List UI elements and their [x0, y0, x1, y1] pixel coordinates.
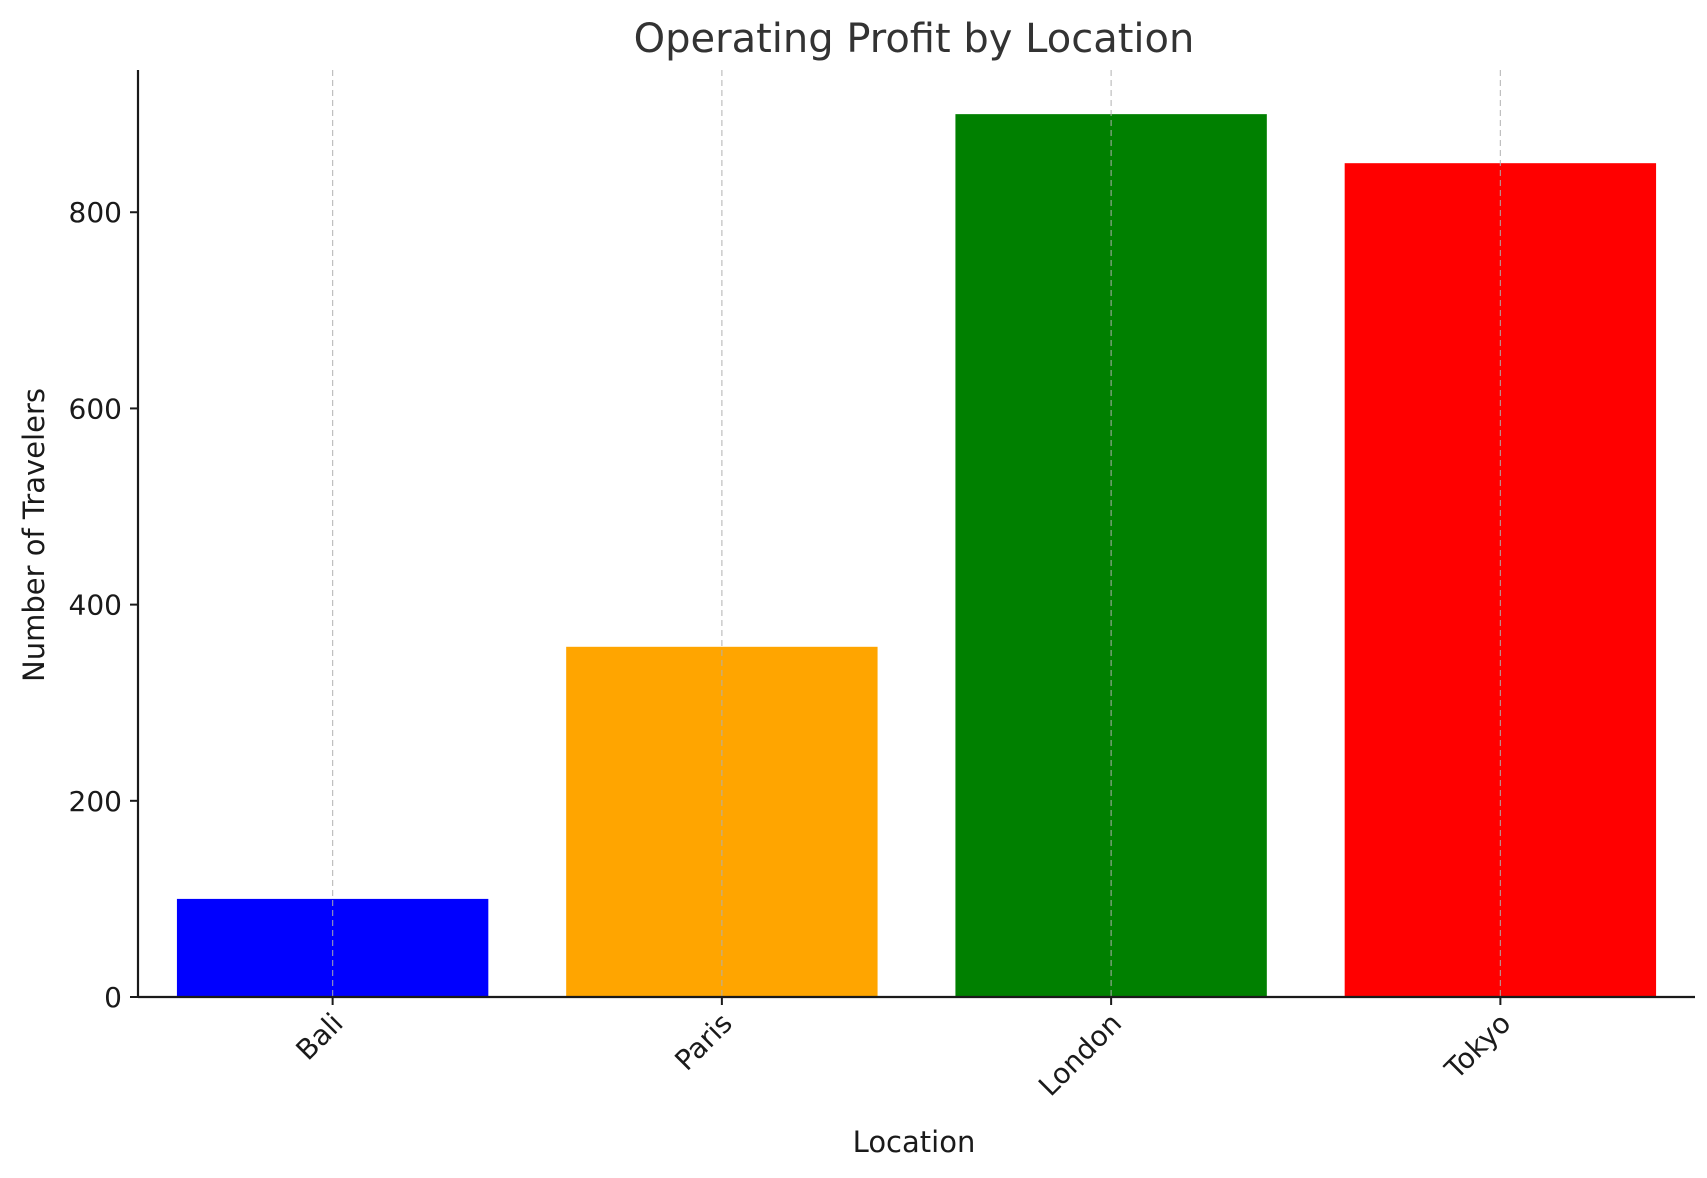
bars — [176, 114, 1657, 997]
y-axis-label: Number of Travelers — [17, 388, 51, 682]
x-tick-label-london: London — [1032, 1007, 1128, 1103]
x-axis-label: Location — [853, 1125, 976, 1159]
y-tick-label-800: 800 — [69, 196, 122, 229]
x-axis-ticks: Bali Paris London Tokyo — [290, 997, 1517, 1103]
y-tick-label-600: 600 — [69, 392, 122, 425]
y-axis-ticks: 0 200 400 600 800 — [69, 196, 138, 1014]
x-tick-label-bali: Bali — [290, 1007, 350, 1067]
vertical-grid-lines — [332, 70, 1501, 997]
x-tick-label-paris: Paris — [668, 1007, 738, 1077]
chart-title: Operating Profit by Location — [634, 16, 1195, 62]
y-tick-label-0: 0 — [104, 981, 122, 1014]
y-tick-label-200: 200 — [69, 785, 122, 818]
y-tick-label-400: 400 — [69, 589, 122, 622]
x-tick-label-tokyo: Tokyo — [1438, 1007, 1517, 1086]
